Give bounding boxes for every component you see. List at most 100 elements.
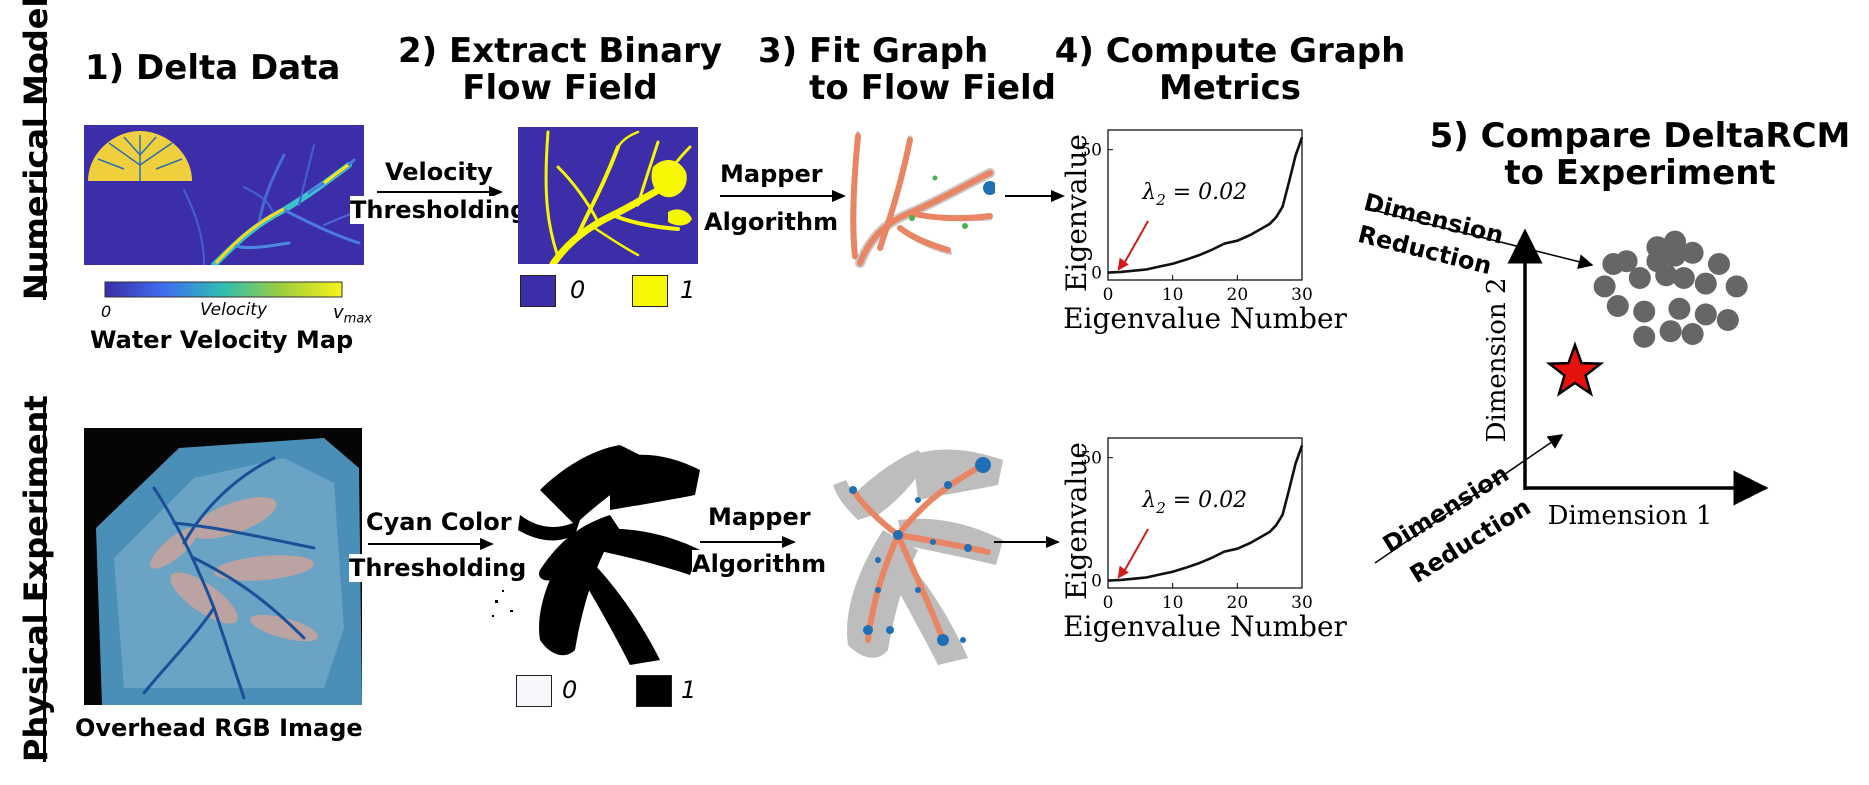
binary-flow-field-image: [518, 127, 698, 264]
mapper-label-row1-2: Algorithm: [704, 208, 839, 236]
x-tick-label: 10: [1162, 593, 1184, 613]
row-divider-physical: [43, 405, 46, 762]
y-axis-label: Eigenvalue: [1060, 442, 1093, 600]
dimension-reduction-plot: Dimension 1 Dimension 2: [1364, 207, 1769, 564]
binary-exp-legend-zero-swatch: [516, 675, 552, 707]
mapper-graph-row1: [850, 131, 995, 268]
x-tick-label: 0: [1103, 593, 1114, 613]
x-tick-label: 30: [1291, 285, 1313, 305]
graph-to-metrics-arrow-row1: [1005, 190, 1065, 202]
cyan-threshold-label-1: Cyan Color: [366, 508, 512, 536]
lambda2-arrow: [1121, 220, 1149, 268]
scatter-point: [1593, 275, 1616, 298]
scatter-point: [1672, 267, 1695, 289]
lambda2-arrow: [1121, 528, 1149, 576]
row-label-numerical: Numerical Model: [17, 0, 55, 300]
velocity-threshold-arrow: [377, 186, 503, 198]
mapper-arrow-row2: [700, 536, 796, 548]
lambda2-annotation: λ2 = 0.02: [1141, 180, 1247, 209]
cyan-threshold-label-2: Thresholding: [349, 554, 527, 582]
dimred-arrow-bottom: [1374, 434, 1564, 564]
scatter-point: [1633, 325, 1656, 348]
scatter-point: [1659, 320, 1682, 343]
x-tick-label: 10: [1162, 285, 1184, 305]
binary-exp-legend-one-label: 1: [681, 676, 697, 704]
step-2-title: 2) Extract Binary Flow Field: [390, 33, 730, 107]
binary-legend-one-swatch: [632, 275, 668, 307]
lambda2-arrowhead: [1117, 565, 1129, 579]
step-5-title-line2: to Experiment: [1504, 153, 1776, 193]
colorbar-max-label: vmax: [333, 302, 372, 327]
overhead-rgb-image: [84, 428, 362, 705]
velocity-threshold-label-1: Velocity: [385, 158, 493, 186]
colorbar-min-label: 0: [101, 302, 112, 321]
binary-legend-zero-swatch: [520, 275, 556, 307]
scatter-point: [1633, 300, 1656, 323]
x-axis-label: Eigenvalue Number: [1063, 302, 1347, 335]
binary-legend-one-label: 1: [680, 276, 696, 304]
lambda2-arrowhead: [1117, 257, 1129, 271]
colorbar-max-subscript: max: [343, 311, 372, 327]
x-tick-label: 20: [1227, 285, 1249, 305]
plot-frame: [1107, 129, 1303, 281]
step-5-title-line1: 5) Compare DeltaRCM: [1429, 116, 1851, 156]
eigenvalue-plot-row1: 0 10 20 30 0 50 Eigenvalue Number Eigenvalue λ2 …: [1060, 129, 1348, 335]
graph-to-metrics-arrow-row2: [994, 536, 1060, 548]
mapper-label-row1-1: Mapper: [720, 160, 823, 188]
plot-frame: [1107, 437, 1303, 589]
cyan-threshold-arrow: [368, 538, 494, 550]
colorbar-max-symbol: v: [333, 302, 344, 323]
step-3-title-line2: to Flow Field: [809, 68, 1056, 108]
step-1-title: 1) Delta Data: [85, 48, 341, 88]
colorbar-title: Velocity: [200, 300, 268, 320]
y-tick-label: 50: [1080, 141, 1102, 161]
dim1-axis-label: Dimension 1: [1548, 501, 1713, 531]
step-4-title: 4) Compute Graph Metrics: [1050, 33, 1410, 107]
scatter-point: [1725, 275, 1748, 298]
step-3-title: 3) Fit Graph to Flow Field: [752, 33, 1072, 107]
step-4-title-line2: Metrics: [1159, 68, 1301, 108]
row-label-physical: Physical Experiment: [17, 395, 55, 762]
velocity-map-caption: Water Velocity Map: [90, 326, 354, 354]
step-3-title-line1: 3) Fit Graph: [758, 31, 989, 71]
scatter-point: [1681, 241, 1704, 264]
eigenvalue-line: [1107, 444, 1304, 582]
eigenvalue-line: [1107, 136, 1304, 274]
y-tick-label: 0: [1091, 572, 1102, 592]
velocity-colorbar: [104, 281, 343, 298]
scatter-point: [1628, 267, 1651, 289]
scatter-points: [1545, 230, 1748, 397]
mapper-label-row2-1: Mapper: [708, 503, 811, 531]
step-2-title-line1: 2) Extract Binary: [397, 31, 723, 71]
eigenvalue-plot-row2: 0 10 20 30 0 50 Eigenvalue Number Eigenvalue λ2 …: [1060, 437, 1348, 643]
scatter-point: [1694, 303, 1717, 326]
binary-flow-field-experiment-image: [492, 445, 700, 665]
scatter-point: [1708, 253, 1730, 275]
mapper-label-row2-2: Algorithm: [692, 550, 827, 578]
rgb-image-caption: Overhead RGB Image: [75, 714, 363, 742]
mapper-graph-row2: [833, 449, 1003, 665]
dim2-axis-label: Dimension 2: [1482, 278, 1512, 443]
scatter-point: [1615, 250, 1638, 273]
binary-exp-legend-zero-label: 0: [562, 676, 578, 704]
step-4-title-line1: 4) Compute Graph: [1054, 31, 1406, 71]
y-tick-label: 0: [1091, 264, 1102, 284]
x-tick-label: 0: [1103, 285, 1114, 305]
binary-exp-legend-one-swatch: [636, 675, 672, 707]
scatter-point: [1716, 309, 1739, 331]
x-axis-label: Eigenvalue Number: [1063, 610, 1347, 643]
scatter-point: [1681, 323, 1704, 345]
lambda2-annotation: λ2 = 0.02: [1141, 488, 1247, 517]
row-divider-numerical: [43, 45, 46, 300]
y-axis-label: Eigenvalue: [1060, 134, 1093, 292]
y-tick-label: 50: [1080, 449, 1102, 469]
scatter-point: [1694, 272, 1717, 295]
binary-legend-zero-label: 0: [570, 276, 586, 304]
scatter-point: [1606, 295, 1629, 317]
scatter-point: [1668, 297, 1691, 320]
scatter-point: [1664, 244, 1686, 267]
velocity-map-image: [84, 125, 364, 265]
step-2-title-line2: Flow Field: [462, 68, 658, 108]
highlight-star-marker: [1545, 341, 1605, 397]
step-5-title: 5) Compare DeltaRCM to Experiment: [1420, 118, 1860, 192]
